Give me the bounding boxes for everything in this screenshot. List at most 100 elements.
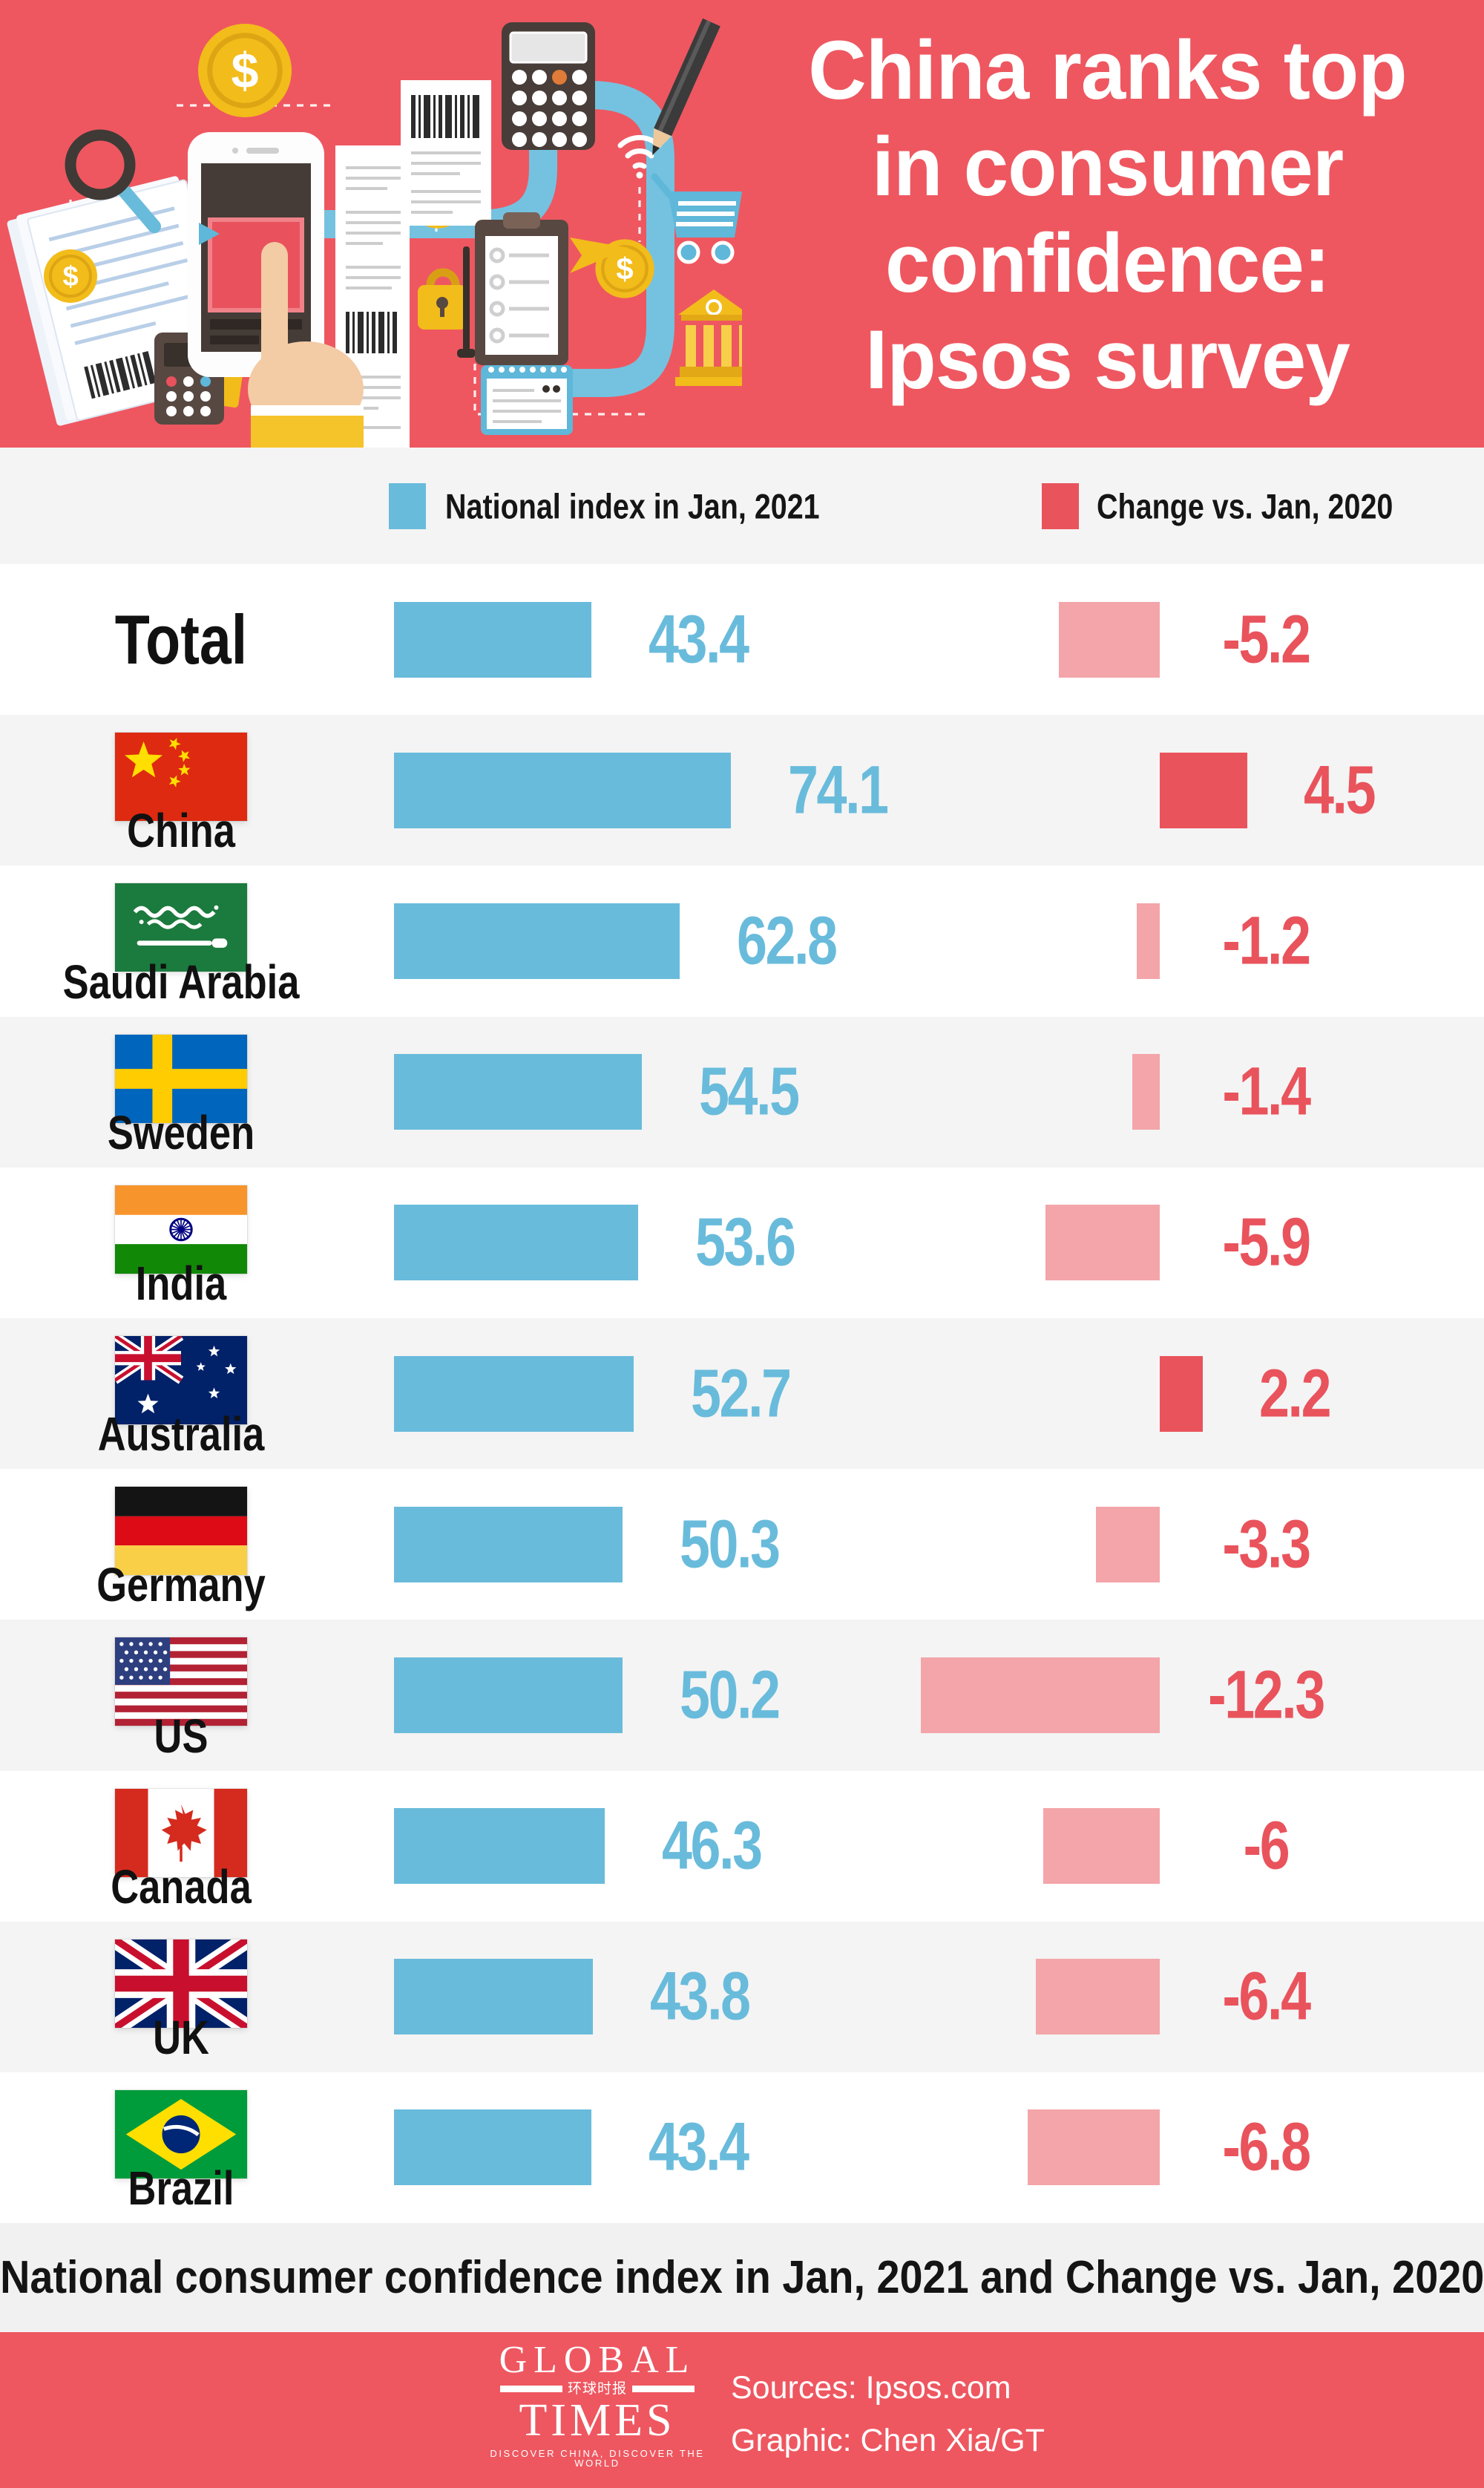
change-value: -5.2	[1222, 601, 1311, 678]
notepad-icon	[481, 365, 573, 435]
change-value: -1.2	[1222, 903, 1311, 979]
chart-row: US 50.2 -12.3	[0, 1620, 1484, 1771]
legend-swatch-change	[1042, 482, 1079, 529]
change-bar	[1095, 1506, 1160, 1582]
flag-australia	[114, 1335, 248, 1425]
change-value: -12.3	[1208, 1657, 1325, 1733]
row-label: India	[135, 1256, 227, 1310]
flag-sweden	[114, 1033, 248, 1124]
change-bar	[1045, 1205, 1160, 1281]
graphic-credit-text: Graphic: Chen Xia/GT	[731, 2422, 1045, 2458]
change-bar	[1132, 1054, 1160, 1130]
row-label: Saudi Arabia	[62, 955, 300, 1009]
flag-canada	[114, 1787, 248, 1878]
index-bar	[394, 1657, 623, 1733]
flag-brazil	[114, 2089, 248, 2179]
uk-flag-icon	[115, 1939, 247, 2028]
index-bar	[394, 1054, 643, 1130]
legend-swatch-index	[389, 482, 426, 529]
chart-row: Total 43.4 -5.2	[0, 564, 1484, 716]
caption-text: National consumer confidence index in Ja…	[0, 2252, 1484, 2303]
coin-icon	[42, 248, 99, 304]
australia-flag-icon	[115, 1335, 247, 1424]
logo-times-text: TIMES	[519, 2395, 676, 2446]
ribbon-flag-icon	[570, 238, 629, 273]
logo-bar	[499, 2386, 562, 2392]
title-line: Ipsos survey	[865, 312, 1350, 406]
change-bar	[1059, 601, 1160, 678]
change-value: -6	[1243, 1807, 1290, 1884]
shopping-cart-icon	[651, 173, 742, 264]
row-label: UK	[153, 2010, 209, 2064]
index-bar	[394, 2109, 592, 2186]
change-value: -3.3	[1222, 1506, 1311, 1582]
index-value: 53.6	[695, 1204, 796, 1280]
header-illustration: $	[7, 18, 742, 448]
barcode-icon	[411, 95, 479, 138]
legend-label-index: National index in Jan, 2021	[445, 486, 820, 526]
chart-row: Australia 52.7 2.2	[0, 1317, 1484, 1470]
logo-middle: 环球时报	[484, 2382, 711, 2396]
change-bar	[1035, 1959, 1160, 2035]
legend-label-change: Change vs. Jan, 2020	[1097, 486, 1393, 526]
chart-row: Germany 50.3 -3.3	[0, 1469, 1484, 1620]
smartphone-icon	[188, 132, 324, 377]
bank-icon	[675, 289, 742, 386]
flag-us	[114, 1637, 248, 1727]
page-title: China ranks top in consumer confidence: …	[746, 22, 1469, 408]
chart-row: Canada 46.3 -6	[0, 1770, 1484, 1922]
flag-saudi-arabia	[114, 883, 248, 973]
chart-row: Brazil 43.4 -6.8	[0, 2072, 1484, 2224]
index-bar	[394, 1355, 634, 1432]
arrow-icon	[199, 223, 220, 245]
index-bar	[394, 1506, 623, 1582]
saudi-arabia-flag-icon	[115, 883, 247, 972]
index-value: 50.3	[680, 1506, 781, 1582]
clipboard-icon	[475, 212, 629, 365]
chart-row: UK 43.8 -6.4	[0, 1921, 1484, 2072]
index-value: 52.7	[691, 1355, 792, 1432]
change-value: -6.4	[1222, 1958, 1311, 2034]
logo-tagline: DISCOVER CHINA, DISCOVER THE WORLD	[490, 2448, 705, 2469]
bar-chart: Total 43.4 -5.2 China 74.1 4.5 Saudi Ara…	[0, 564, 1484, 2224]
row-label: Germany	[96, 1558, 266, 1612]
us-flag-icon	[115, 1637, 247, 1726]
row-label: US	[154, 1709, 209, 1763]
index-value: 43.4	[649, 601, 749, 678]
barcode-icon	[84, 351, 157, 399]
logo-global-text: GLOBAL	[499, 2339, 696, 2381]
change-value: -1.4	[1222, 1053, 1311, 1130]
index-bar	[394, 1205, 638, 1281]
magnifier-icon	[65, 129, 161, 233]
change-bar	[1043, 1808, 1160, 1885]
row-label: Australia	[97, 1407, 265, 1461]
chart-row: Saudi Arabia 62.8 -1.2	[0, 865, 1484, 1017]
row-label: Brazil	[128, 2161, 234, 2216]
china-flag-icon	[115, 733, 247, 822]
footer: GLOBAL 环球时报 TIMES DISCOVER CHINA, DISCOV…	[0, 2332, 1484, 2488]
brazil-flag-icon	[115, 2089, 247, 2178]
receipt-icon	[335, 145, 410, 448]
flag-germany	[114, 1486, 248, 1577]
change-value: -6.8	[1222, 2109, 1311, 2185]
change-value: 4.5	[1303, 752, 1376, 828]
legend: National index in Jan, 2021 Change vs. J…	[0, 448, 1484, 564]
index-bar	[394, 601, 592, 678]
change-bar	[1028, 2109, 1160, 2186]
change-bar	[1160, 1355, 1203, 1432]
change-bar	[921, 1657, 1160, 1733]
pointing-hand-icon	[248, 242, 364, 448]
chart-row: India 53.6 -5.9	[0, 1167, 1484, 1318]
index-value: 46.3	[661, 1807, 763, 1884]
change-bar	[1136, 903, 1160, 979]
flag-china	[114, 732, 248, 822]
title-line: in consumer	[871, 120, 1344, 213]
index-value: 74.1	[788, 752, 889, 828]
change-value: 2.2	[1258, 1355, 1332, 1432]
row-label: Canada	[111, 1859, 252, 1914]
flagpole-icon	[457, 246, 476, 358]
index-value: 62.8	[736, 903, 838, 979]
row-label: Total	[114, 600, 248, 678]
flag-uk	[114, 1938, 248, 2029]
